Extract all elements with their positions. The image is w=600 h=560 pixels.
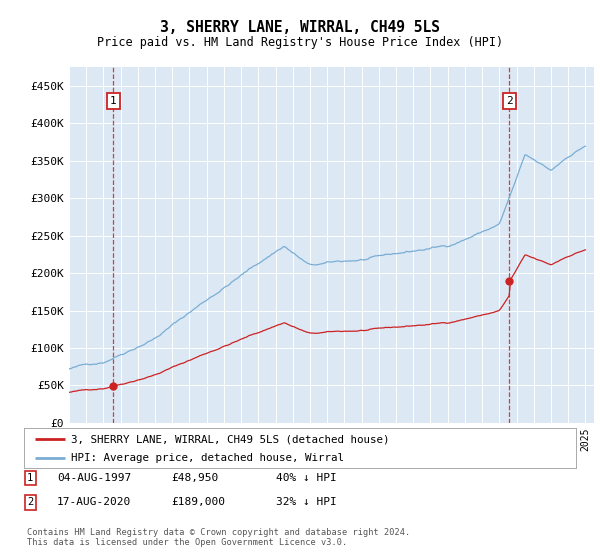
Text: 2: 2 bbox=[506, 96, 513, 106]
Text: 40% ↓ HPI: 40% ↓ HPI bbox=[276, 473, 337, 483]
Text: 04-AUG-1997: 04-AUG-1997 bbox=[57, 473, 131, 483]
Text: 3, SHERRY LANE, WIRRAL, CH49 5LS (detached house): 3, SHERRY LANE, WIRRAL, CH49 5LS (detach… bbox=[71, 435, 389, 445]
Text: 3, SHERRY LANE, WIRRAL, CH49 5LS: 3, SHERRY LANE, WIRRAL, CH49 5LS bbox=[160, 20, 440, 35]
Text: Contains HM Land Registry data © Crown copyright and database right 2024.
This d: Contains HM Land Registry data © Crown c… bbox=[27, 528, 410, 547]
Text: 17-AUG-2020: 17-AUG-2020 bbox=[57, 497, 131, 507]
Text: £48,950: £48,950 bbox=[171, 473, 218, 483]
Text: £189,000: £189,000 bbox=[171, 497, 225, 507]
Text: HPI: Average price, detached house, Wirral: HPI: Average price, detached house, Wirr… bbox=[71, 453, 344, 463]
Text: 32% ↓ HPI: 32% ↓ HPI bbox=[276, 497, 337, 507]
Text: 1: 1 bbox=[27, 473, 33, 483]
Text: Price paid vs. HM Land Registry's House Price Index (HPI): Price paid vs. HM Land Registry's House … bbox=[97, 36, 503, 49]
Text: 1: 1 bbox=[110, 96, 117, 106]
Text: 2: 2 bbox=[27, 497, 33, 507]
